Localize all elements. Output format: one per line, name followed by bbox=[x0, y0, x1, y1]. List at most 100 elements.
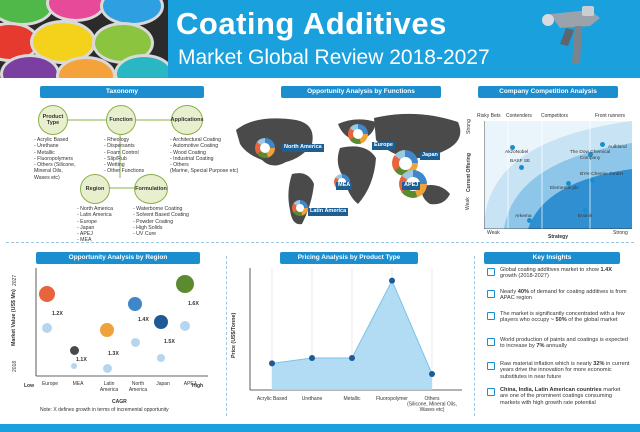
list-item: - Japan bbox=[77, 224, 95, 231]
insight-icon bbox=[487, 388, 495, 396]
list-item: - North America bbox=[77, 206, 114, 212]
price-point bbox=[389, 277, 395, 284]
insight-icon bbox=[487, 338, 495, 346]
company-label: BASF SE bbox=[510, 159, 531, 164]
page-subtitle: Market Global Review 2018-2027 bbox=[178, 46, 490, 69]
region-bubble-2027 bbox=[39, 286, 55, 302]
pie-hole bbox=[398, 156, 412, 170]
growth-label: 1.1X bbox=[76, 357, 87, 363]
y-strong: Strong bbox=[466, 119, 472, 134]
insight-highlight: 40% bbox=[517, 289, 529, 295]
col-front-runners: Front runners bbox=[595, 113, 626, 119]
price-category: Urethane bbox=[302, 396, 323, 402]
price-point bbox=[349, 355, 355, 361]
insight-highlight: 32% bbox=[593, 361, 605, 367]
price-category: Others (Silicone, Mineral Oils, Waxes etc) bbox=[407, 396, 457, 413]
col-risky-bets: Risky Bets bbox=[477, 113, 501, 119]
function-node: Function bbox=[106, 105, 136, 135]
region-x-low: Low bbox=[24, 383, 34, 389]
divider-left bbox=[226, 256, 227, 416]
pie-hole bbox=[260, 143, 270, 153]
insight-highlight: 1.4X bbox=[600, 267, 612, 273]
price-point bbox=[269, 360, 275, 367]
insight-icon bbox=[487, 362, 495, 370]
list-item: - Industrial Coating bbox=[170, 155, 214, 162]
region-bubble-2018 bbox=[71, 363, 77, 369]
insight-text: World production of paints and coatings … bbox=[500, 337, 629, 350]
region-pie-1 bbox=[348, 124, 368, 144]
region-x-label: MEA bbox=[72, 381, 84, 387]
world-map bbox=[236, 113, 461, 225]
region-y-top: 2027 bbox=[12, 274, 18, 286]
region-bubble-2027 bbox=[154, 315, 168, 329]
formulation-list: - Waterborne Coating - Solvent Based Coat… bbox=[133, 206, 189, 237]
region-y-axis: Market Value (US$ Mn) bbox=[11, 289, 17, 346]
list-item: - Architectural Coating bbox=[170, 137, 222, 143]
pricing-chart: Acrylic Based Urethane Metallic Fluoropolym… bbox=[249, 268, 462, 413]
region-x-high: High bbox=[192, 383, 204, 389]
list-item: - Fluoropolymers bbox=[34, 155, 73, 162]
insight-icon bbox=[487, 290, 495, 298]
x-weak: Weak bbox=[487, 230, 500, 236]
taxonomy-heading: Taxonomy bbox=[40, 86, 204, 98]
region-x-label: North America bbox=[128, 381, 148, 393]
growth-label: 1.5X bbox=[164, 339, 175, 345]
insight-highlight: China, India, Latin American countries bbox=[500, 387, 602, 393]
company-dot bbox=[510, 145, 515, 150]
company-label: The Dow Chemical Company bbox=[569, 150, 611, 161]
region-list: - North America - Latin America - Europe - … bbox=[77, 206, 113, 244]
map-label: Latin America bbox=[308, 208, 349, 216]
list-item: - Others bbox=[170, 162, 189, 169]
spray-gun-icon bbox=[542, 6, 600, 64]
insight-highlight: ~ 50% bbox=[550, 317, 567, 324]
insight-text: of the global market bbox=[566, 317, 618, 324]
insight-icon bbox=[487, 268, 495, 276]
map-label: Europe bbox=[372, 142, 395, 150]
insight-icon bbox=[487, 312, 495, 320]
region-pie-5 bbox=[292, 200, 308, 216]
region-x-label: Europe bbox=[41, 381, 59, 387]
product-type-list: - Acrylic Based - Urethane - Metallic - Flu… bbox=[34, 137, 76, 181]
insight-text: The market is significantly concentrated… bbox=[500, 311, 625, 324]
applications-list: - Architectural Coating - Automotive Coat… bbox=[170, 137, 238, 175]
applications-node: Applications bbox=[171, 105, 204, 135]
company-dot bbox=[566, 181, 571, 186]
region-x-axis: CAGR bbox=[112, 399, 127, 405]
section-divider bbox=[6, 242, 634, 243]
competition-quadrant bbox=[484, 121, 632, 229]
col-contenders: Contenders bbox=[506, 113, 532, 119]
list-item: Waxes etc) bbox=[34, 174, 60, 181]
price-category: Acrylic Based bbox=[257, 396, 288, 402]
region-bubble-2018 bbox=[130, 337, 140, 347]
list-item: - Latin America bbox=[77, 212, 112, 219]
list-item: - APEJ bbox=[77, 231, 93, 238]
insight-item: Global coating additives market to show … bbox=[500, 267, 630, 280]
list-item: - Foam Control bbox=[104, 149, 139, 156]
pie-hole bbox=[353, 129, 363, 139]
region-bubble-2018 bbox=[42, 323, 52, 333]
list-item: - High Solids bbox=[133, 224, 163, 231]
price-point bbox=[309, 355, 315, 361]
list-item: - Acrylic Based bbox=[34, 137, 69, 143]
region-x-label: Latin America bbox=[99, 381, 119, 393]
list-item: - Dispersants bbox=[104, 143, 135, 150]
region-bubble-2027 bbox=[100, 323, 114, 337]
region-y-bottom: 2018 bbox=[12, 360, 18, 372]
list-item: - UV Cure bbox=[133, 231, 157, 238]
company-dot bbox=[519, 165, 524, 170]
list-item: - Urethane bbox=[34, 143, 59, 150]
region-bubble-2018 bbox=[180, 321, 190, 331]
map-label: APEJ bbox=[402, 182, 421, 190]
growth-label: 1.6X bbox=[188, 301, 199, 307]
region-bubble-2027 bbox=[128, 297, 142, 311]
insight-item: The market is significantly concentrated… bbox=[500, 311, 630, 324]
insight-text: in current years drive the innovation fo… bbox=[500, 361, 630, 380]
list-item: (Marine, Special Purpose etc) bbox=[170, 168, 239, 175]
col-competitors: Competitors bbox=[541, 113, 568, 119]
list-item: - Slip/Rub bbox=[104, 155, 127, 162]
company-dot bbox=[588, 152, 593, 157]
region-x-label: APEJ bbox=[183, 381, 197, 387]
insight-text: Nearly bbox=[500, 289, 518, 295]
region-note: Note: X defines growth in terms of incre… bbox=[40, 407, 169, 413]
x-strong: Strong bbox=[613, 230, 628, 236]
